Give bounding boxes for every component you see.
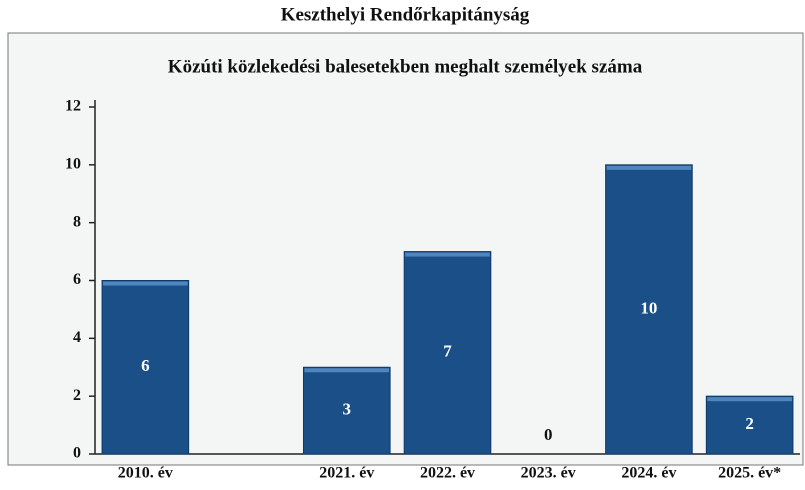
bar [403,251,492,455]
x-tick-label: 2022. év [420,465,475,482]
data-label: 0 [544,425,553,444]
data-label: 3 [343,400,352,419]
bar-highlight [304,368,390,373]
y-tick-label: 0 [73,445,81,462]
x-tick-label: 2023. év [521,465,576,482]
x-tick-label: 2010. év [118,465,173,482]
x-tick-label: 2025. év* [718,465,781,482]
chart-subtitle: Közúti közlekedési balesetekben meghalt … [168,56,643,77]
y-tick-label: 10 [65,156,81,173]
y-tick-label: 4 [73,329,81,346]
bar [705,395,794,455]
y-tick-label: 12 [65,98,81,115]
y-tick-label: 2 [73,387,81,404]
bar [101,280,190,455]
x-tick-label: 2021. év [319,465,374,482]
data-label: 6 [141,356,150,375]
data-label: 2 [745,414,754,433]
bar [605,164,693,455]
data-label: 7 [443,342,452,361]
bar [302,366,391,455]
data-label: 10 [640,298,657,317]
bar-highlight [606,165,692,170]
y-tick-label: 6 [73,271,81,288]
bar-highlight [103,281,188,286]
chart-title: Keszthelyi Rendőrkapitányság [281,4,530,25]
bar-highlight [707,397,792,402]
y-tick-label: 8 [73,213,81,230]
x-tick-label: 2024. év [621,465,676,482]
bar-highlight [405,252,490,257]
